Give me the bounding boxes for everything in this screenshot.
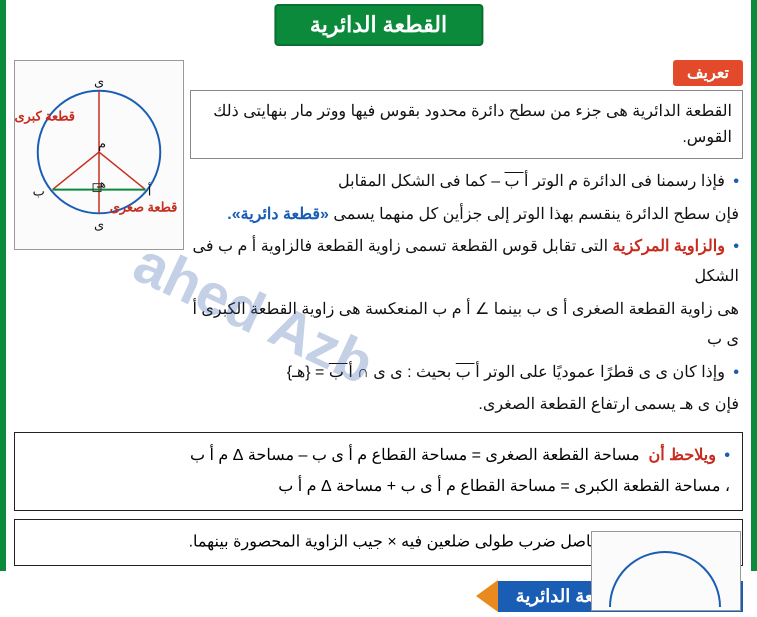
bullet-3c: هى زاوية القطعة الصغرى أ ى ب بينما ∠ أ م… <box>190 295 739 356</box>
label-major: قطعة كبرى <box>15 108 75 124</box>
bullet-3-text-c: هى زاوية القطعة الصغرى أ ى ب بينما ∠ أ م… <box>192 301 739 348</box>
bullet-4d: فإن ى هـ يسمى ارتفاع القطعة الصغرى. <box>190 390 739 420</box>
bullet-dot: • <box>733 173 739 190</box>
bullet-2-text: فإن سطح الدائرة ينقسم بهذا الوتر إلى جزأ… <box>329 206 739 223</box>
circle-diagram: ى قطعة كبرى م ب أ هـ قطعة صغرى ى <box>14 60 184 250</box>
bullet-4-chord2: أ ب <box>329 364 353 381</box>
note-line1: مساحة القطعة الصغرى = مساحة القطاع م أ ى… <box>190 447 640 464</box>
note-label: ويلاحظ أن <box>648 447 715 464</box>
bullet-4-text-b: بحيث : ى ى ∩ <box>353 364 456 381</box>
note-line2: ، مساحة القطعة الكبرى = مساحة القطاع م أ… <box>278 478 730 495</box>
bullet-dot: • <box>724 447 730 464</box>
bullet-4-chord: أ ب <box>456 364 480 381</box>
definition-box: القطعة الدائرية هى جزء من سطح دائرة محدو… <box>190 90 743 159</box>
bullet-4: • وإذا كان ى ى قطرًا عموديًا على الوتر أ… <box>190 358 739 388</box>
section-triangle-icon <box>476 580 498 612</box>
partial-diagram <box>591 531 741 611</box>
bullet-4-text-c: = {هـ} <box>287 364 329 381</box>
definition-row: تعريف القطعة الدائرية هى جزء من سطح دائر… <box>14 60 743 422</box>
bullet-dot: • <box>733 364 739 381</box>
bullet-2-quote: «قطعة دائرية». <box>227 206 329 223</box>
definition-tag: تعريف <box>673 60 743 86</box>
bullet-3-red: والزاوية المركزية <box>613 238 725 255</box>
circle-svg: ى قطعة كبرى م ب أ هـ قطعة صغرى ى <box>15 61 183 249</box>
bullet-1-chord: أ ب <box>505 173 529 190</box>
bullet-1: • فإذا رسمنا فى الدائرة م الوتر أ ب – كم… <box>190 167 739 197</box>
label-bottom: ى <box>94 217 104 232</box>
label-center: م <box>98 136 106 152</box>
note-box: • ويلاحظ أن مساحة القطعة الصغرى = مساحة … <box>14 432 743 511</box>
bullet-1-text-b: – كما فى الشكل المقابل <box>338 173 505 190</box>
bullet-4-text-d: فإن ى هـ يسمى ارتفاع القطعة الصغرى. <box>478 396 739 413</box>
definition-area: تعريف القطعة الدائرية هى جزء من سطح دائر… <box>190 60 743 422</box>
label-h: هـ <box>96 179 106 191</box>
label-top: ى <box>94 74 104 89</box>
label-minor: قطعة صغرى <box>110 199 177 215</box>
bullet-2: فإن سطح الدائرة ينقسم بهذا الوتر إلى جزأ… <box>190 200 739 230</box>
bullet-3: • والزاوية المركزية التى تقابل قوس القطع… <box>190 232 739 293</box>
label-left: ب <box>33 184 45 199</box>
bullet-dot: • <box>733 238 739 255</box>
bullet-4-text-a: وإذا كان ى ى قطرًا عموديًا على الوتر <box>480 364 725 381</box>
content-area: تعريف القطعة الدائرية هى جزء من سطح دائر… <box>6 60 751 612</box>
label-right: أ <box>148 183 152 199</box>
page-title: القطعة الدائرية <box>274 4 483 46</box>
bullet-1-text-a: فإذا رسمنا فى الدائرة م الوتر <box>529 173 725 190</box>
bullet-list: • فإذا رسمنا فى الدائرة م الوتر أ ب – كم… <box>190 167 743 422</box>
triangle-text-b: حاصل ضرب طولى ضلعين فيه × جيب الزاوية ال… <box>189 534 601 551</box>
